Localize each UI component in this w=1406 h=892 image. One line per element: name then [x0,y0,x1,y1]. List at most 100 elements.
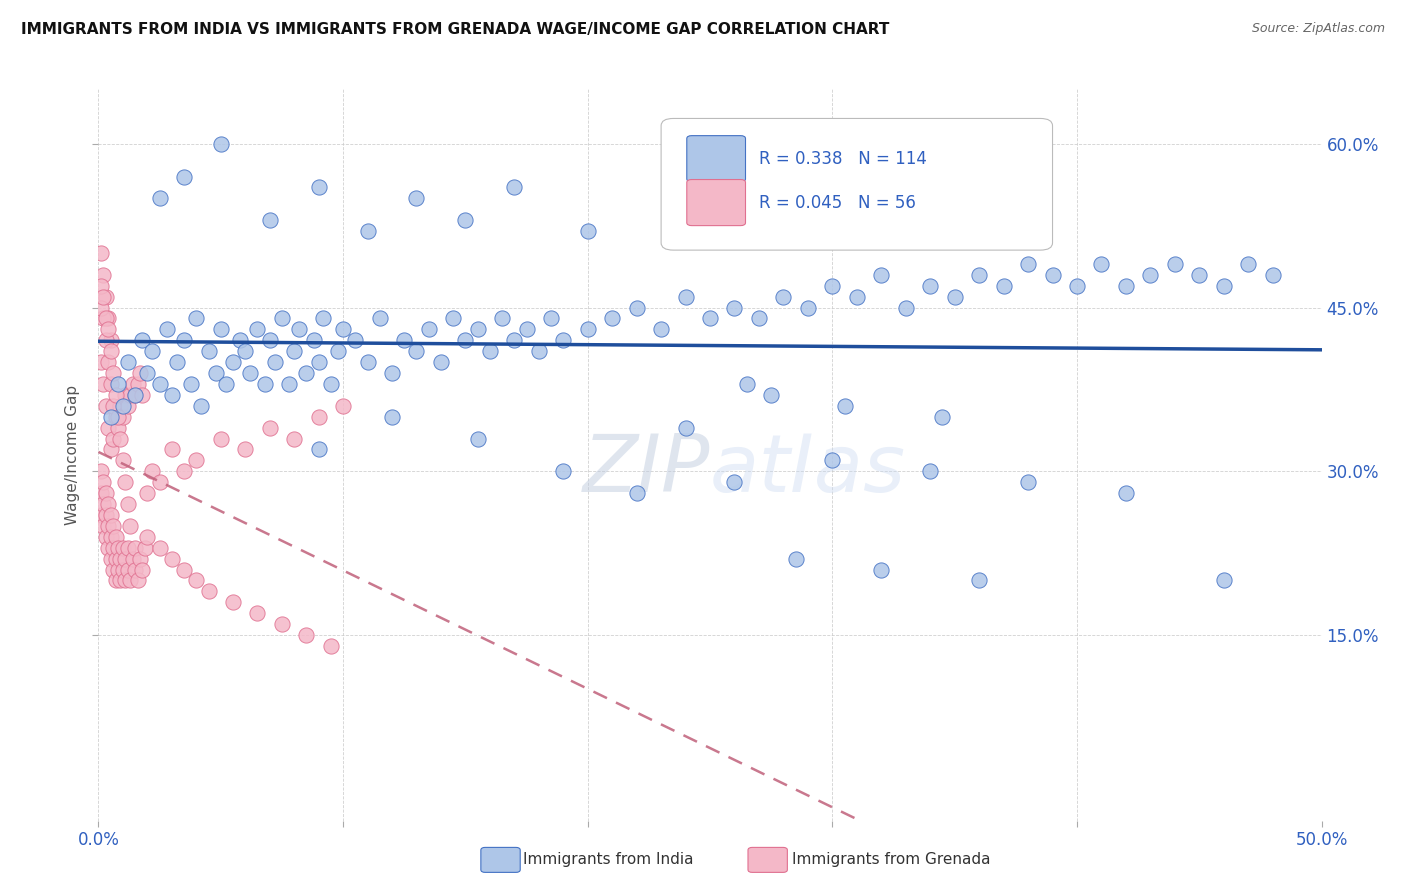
Point [101,432,124,446]
Point [576,322,599,336]
Point [870,268,893,282]
Point [124,388,146,402]
Point [91,519,114,533]
Point [246,606,269,620]
Point [1188,268,1211,282]
Point [180,376,202,391]
Point [111,563,134,577]
Point [1139,268,1161,282]
Point [797,301,820,315]
Point [107,409,129,424]
Point [205,366,228,380]
Point [356,224,378,238]
Point [104,574,127,588]
Point [94,486,117,500]
Point [368,311,391,326]
Point [920,464,942,478]
Point [392,333,416,347]
Point [920,278,942,293]
Point [107,420,129,434]
Point [222,355,245,369]
Point [91,376,114,391]
Point [131,333,153,347]
Point [381,409,404,424]
Point [173,169,195,184]
Point [101,399,124,413]
Point [90,486,112,500]
Point [209,432,232,446]
Point [190,399,212,413]
Point [117,399,139,413]
Point [97,420,120,434]
Point [136,530,159,544]
Point [111,453,134,467]
Point [418,322,440,336]
Point [626,301,648,315]
Point [467,322,489,336]
Point [149,475,172,490]
Point [288,322,311,336]
Text: Immigrants from Grenada: Immigrants from Grenada [792,853,990,867]
Point [441,311,464,326]
Point [101,519,124,533]
Point [149,541,172,555]
Point [993,278,1015,293]
Point [1115,486,1137,500]
Point [186,453,208,467]
Y-axis label: Wage/Income Gap: Wage/Income Gap [65,384,80,525]
Point [160,388,183,402]
Point [344,333,367,347]
Point [100,333,122,347]
Point [723,475,745,490]
Point [553,464,575,478]
Point [110,432,132,446]
Text: Source: ZipAtlas.com: Source: ZipAtlas.com [1251,22,1385,36]
Point [94,333,117,347]
Point [141,344,163,359]
Point [97,322,120,336]
Point [124,563,146,577]
Point [430,355,453,369]
Point [129,366,152,380]
Point [94,399,117,413]
Point [233,344,256,359]
Point [166,355,188,369]
Point [1261,268,1284,282]
Point [91,475,114,490]
Point [527,344,550,359]
Point [270,617,294,632]
Point [101,563,124,577]
Point [699,311,721,326]
FancyBboxPatch shape [661,119,1053,250]
Point [675,290,697,304]
Point [1090,257,1112,271]
Point [270,311,294,326]
Point [160,442,183,457]
Point [110,399,132,413]
Point [308,355,330,369]
Point [600,311,623,326]
Point [761,388,783,402]
Point [229,333,252,347]
Point [1017,475,1039,490]
Point [121,551,143,566]
Point [197,584,219,599]
Point [467,432,489,446]
Point [328,344,350,359]
Point [491,311,513,326]
Point [100,376,122,391]
Point [319,376,342,391]
Point [381,366,404,380]
Point [1042,268,1064,282]
Point [302,333,325,347]
Point [107,376,129,391]
Point [239,366,262,380]
FancyBboxPatch shape [686,179,745,226]
Point [91,268,114,282]
Point [97,541,120,555]
Point [626,486,648,500]
Point [1237,257,1260,271]
Point [308,442,330,457]
Point [114,388,136,402]
Point [120,388,142,402]
